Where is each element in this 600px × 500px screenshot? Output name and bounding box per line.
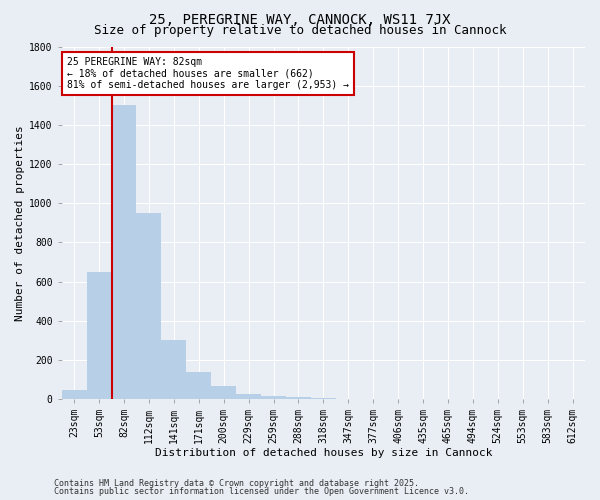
Text: 25 PEREGRINE WAY: 82sqm
← 18% of detached houses are smaller (662)
81% of semi-d: 25 PEREGRINE WAY: 82sqm ← 18% of detache…: [67, 57, 349, 90]
Bar: [161, 340, 186, 399]
Bar: [186, 372, 211, 399]
Bar: [112, 106, 136, 399]
Bar: [286, 398, 311, 399]
Text: Size of property relative to detached houses in Cannock: Size of property relative to detached ho…: [94, 24, 506, 37]
Bar: [236, 394, 261, 399]
Bar: [136, 213, 161, 399]
Bar: [62, 390, 86, 399]
Text: Contains HM Land Registry data © Crown copyright and database right 2025.: Contains HM Land Registry data © Crown c…: [54, 479, 419, 488]
X-axis label: Distribution of detached houses by size in Cannock: Distribution of detached houses by size …: [155, 448, 492, 458]
Bar: [261, 396, 286, 399]
Y-axis label: Number of detached properties: Number of detached properties: [15, 125, 25, 320]
Bar: [86, 272, 112, 399]
Text: Contains public sector information licensed under the Open Government Licence v3: Contains public sector information licen…: [54, 487, 469, 496]
Bar: [311, 398, 336, 399]
Bar: [211, 386, 236, 399]
Text: 25, PEREGRINE WAY, CANNOCK, WS11 7JX: 25, PEREGRINE WAY, CANNOCK, WS11 7JX: [149, 12, 451, 26]
